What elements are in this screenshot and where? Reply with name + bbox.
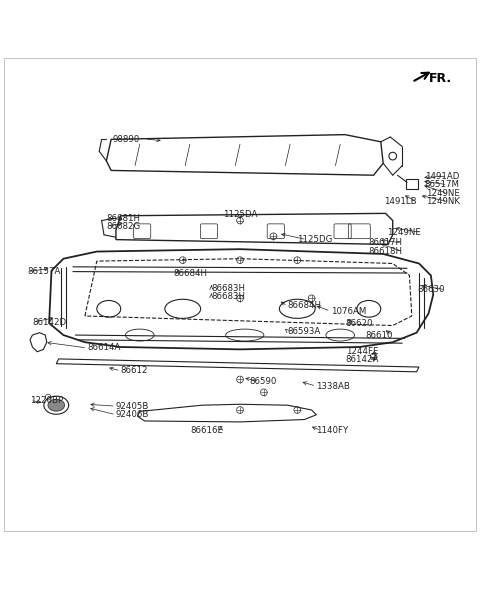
- Text: 1244FE: 1244FE: [346, 347, 378, 356]
- Text: 1249NE: 1249NE: [426, 189, 459, 198]
- Text: 86616E: 86616E: [190, 426, 223, 435]
- Text: 1076AM: 1076AM: [331, 307, 366, 316]
- Text: 86517M: 86517M: [424, 180, 459, 189]
- Text: 86620: 86620: [345, 319, 372, 327]
- Text: 92406B: 92406B: [116, 411, 149, 419]
- Text: FR.: FR.: [429, 72, 452, 85]
- Text: 1125DA: 1125DA: [223, 210, 257, 219]
- Text: 1249NE: 1249NE: [387, 228, 421, 237]
- Text: 1140FY: 1140FY: [316, 426, 348, 435]
- Text: 92405B: 92405B: [116, 402, 149, 411]
- Text: 86590: 86590: [250, 377, 277, 386]
- Text: 86614A: 86614A: [87, 343, 120, 352]
- Text: 1125DG: 1125DG: [297, 235, 333, 244]
- Text: 86618H: 86618H: [368, 247, 402, 256]
- Text: 86610: 86610: [365, 330, 393, 340]
- Text: 1491AD: 1491AD: [425, 171, 459, 181]
- Text: 86617H: 86617H: [368, 239, 402, 247]
- Text: 86630: 86630: [418, 285, 445, 294]
- Text: 86612: 86612: [120, 366, 148, 375]
- Text: 86593A: 86593A: [288, 327, 321, 336]
- Text: 1338AB: 1338AB: [316, 382, 350, 391]
- Bar: [406, 179, 418, 188]
- Text: 86681H: 86681H: [107, 214, 140, 223]
- Text: 1220BP: 1220BP: [30, 396, 63, 405]
- Text: 86682G: 86682G: [107, 221, 141, 231]
- Text: 86684H: 86684H: [173, 269, 207, 277]
- Text: 1491LB: 1491LB: [384, 197, 417, 206]
- Text: 1249NK: 1249NK: [426, 197, 459, 206]
- Text: 86142D: 86142D: [33, 317, 67, 327]
- Text: 86142A: 86142A: [345, 355, 378, 365]
- Text: 86684H: 86684H: [288, 302, 322, 310]
- Ellipse shape: [48, 399, 65, 411]
- Text: 86683H: 86683H: [211, 284, 245, 293]
- Text: 86157A: 86157A: [28, 267, 61, 276]
- Text: 98890: 98890: [112, 135, 140, 144]
- Text: 86683H: 86683H: [211, 292, 245, 302]
